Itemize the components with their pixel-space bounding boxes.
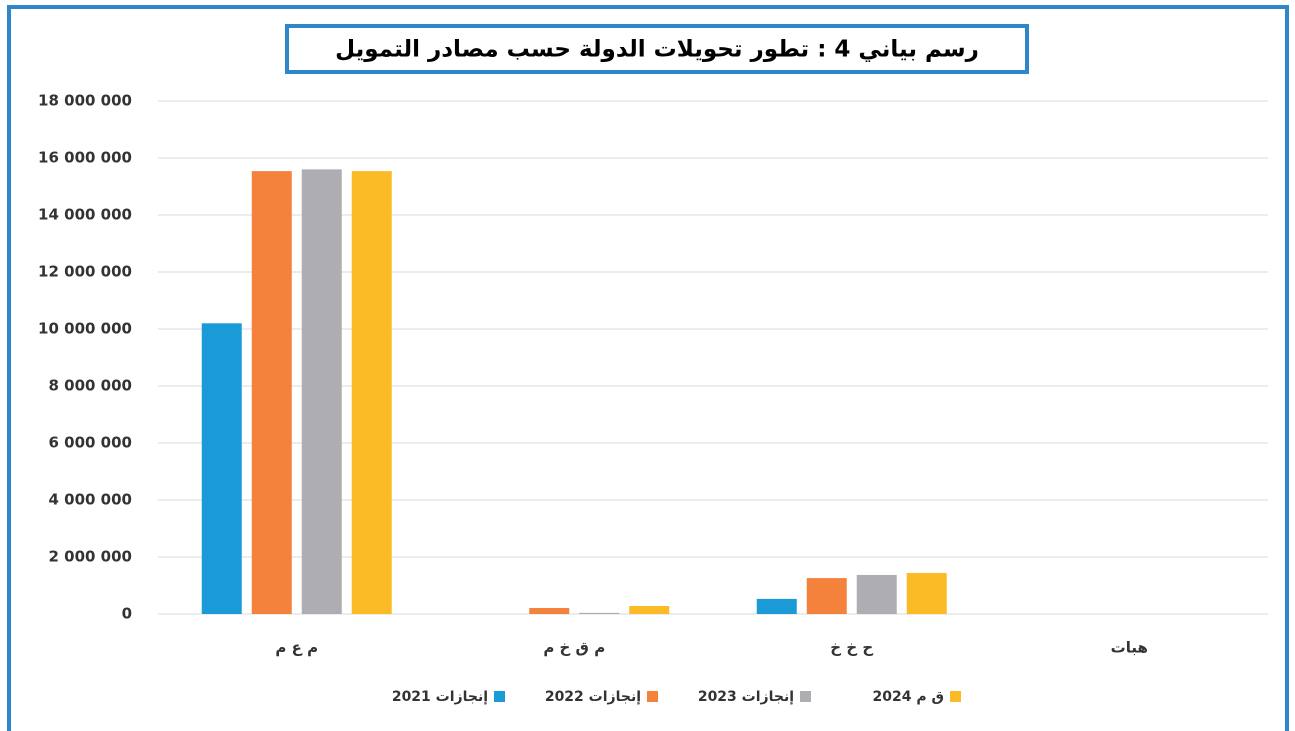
- y-tick-label: 16 000 000: [38, 149, 132, 167]
- x-tick-label: هبات: [1111, 639, 1148, 657]
- frame: [7, 5, 1289, 731]
- y-tick-label: 6 000 000: [48, 434, 132, 452]
- bar: [251, 171, 292, 615]
- bar: [529, 608, 570, 614]
- bar: [806, 578, 847, 614]
- title-box: [285, 24, 1029, 74]
- x-tick-label: م ع م: [275, 639, 318, 657]
- legend-label: ق م 2024: [873, 689, 945, 705]
- legend-label: إنجازات 2022: [545, 689, 641, 705]
- bar: [301, 169, 342, 614]
- bar: [201, 323, 242, 614]
- legend-swatch: [950, 691, 961, 702]
- legend-label: إنجازات 2023: [698, 689, 794, 705]
- bar: [856, 574, 897, 614]
- y-tick-label: 8 000 000: [48, 377, 132, 395]
- bar: [629, 606, 670, 614]
- legend-label: إنجازات 2021: [392, 689, 488, 705]
- y-tick-label: 18 000 000: [38, 92, 132, 110]
- x-tick-label: م ق خ م: [543, 639, 605, 657]
- legend-swatch: [800, 691, 811, 702]
- bar: [756, 598, 797, 614]
- legend-swatch: [647, 691, 658, 702]
- y-tick-label: 2 000 000: [48, 548, 132, 566]
- chart-title: رسم بياني 4 : تطور تحويلات الدولة حسب مص…: [335, 37, 979, 63]
- y-tick-label: 12 000 000: [38, 263, 132, 281]
- x-tick-label: ح خ خ: [830, 639, 873, 657]
- y-tick-label: 0: [122, 605, 132, 623]
- bar: [351, 171, 392, 615]
- y-tick-label: 4 000 000: [48, 491, 132, 509]
- bar: [906, 572, 947, 614]
- y-tick-label: 14 000 000: [38, 206, 132, 224]
- legend-swatch: [494, 691, 505, 702]
- bar: [579, 612, 620, 614]
- y-tick-label: 10 000 000: [38, 320, 132, 338]
